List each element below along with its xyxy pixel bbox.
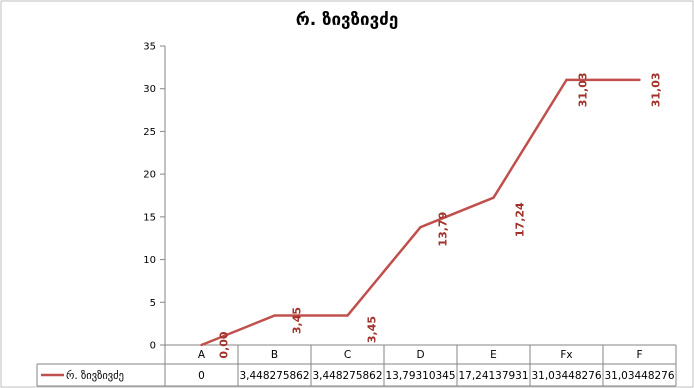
y-tick-label: 35 [143, 42, 156, 53]
data-point [492, 196, 495, 199]
table-value-cell: 3,448275862 [313, 370, 383, 382]
legend-series-name: რ. ზივზივძე [66, 370, 124, 382]
table-value-cell: 31,03448276 [605, 370, 675, 382]
y-tick-label: 10 [143, 255, 156, 266]
data-point [565, 78, 568, 82]
data-label: 31,03 [650, 72, 663, 107]
data-label: 0,00 [218, 331, 231, 358]
x-category-label: E [490, 349, 497, 361]
x-category-label: F [636, 349, 642, 361]
data-point [200, 343, 203, 347]
data-point [419, 225, 422, 229]
x-category-label: D [416, 349, 424, 361]
table-value-cell: 3,448275862 [240, 370, 310, 382]
data-label: 3,45 [366, 316, 379, 343]
y-tick-label: 5 [150, 298, 156, 309]
data-label: 17,24 [514, 202, 527, 237]
data-label: 31,03 [577, 72, 590, 107]
table-value-cell: 13,79310345 [386, 370, 456, 382]
y-tick-label: 0 [150, 341, 156, 352]
chart-title: რ. ზივზივძე [295, 10, 399, 30]
data-point [273, 314, 276, 317]
data-point [346, 314, 349, 317]
series-line [201, 78, 640, 347]
data-label: 13,79 [437, 212, 450, 247]
x-category-label: C [344, 349, 351, 361]
table-value-cell: 17,24137931 [459, 370, 529, 382]
y-tick-label: 25 [143, 127, 156, 138]
y-tick-label: 20 [143, 170, 156, 181]
x-category-label: A [198, 349, 206, 361]
x-category-label: B [271, 349, 278, 361]
data-label: 3,45 [291, 307, 304, 334]
table-value-cell: 0 [198, 370, 205, 382]
y-tick-label: 30 [143, 84, 156, 95]
x-category-label: Fx [560, 349, 572, 361]
data-point [638, 78, 641, 82]
y-tick-label: 15 [143, 212, 156, 223]
table-value-cell: 31,03448276 [532, 370, 602, 382]
